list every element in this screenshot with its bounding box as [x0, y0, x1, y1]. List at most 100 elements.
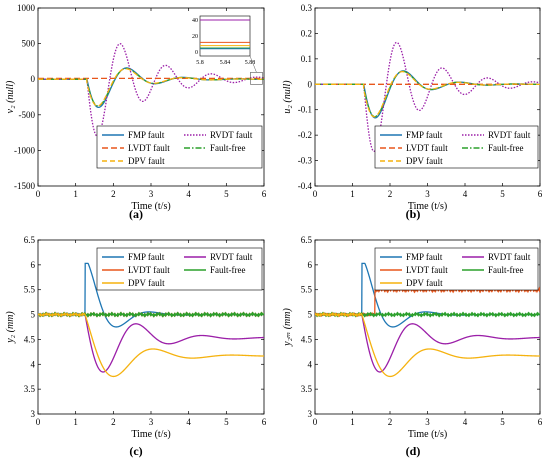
y-tick-label: 5.5	[24, 285, 36, 295]
legend-label: Fault-free	[488, 265, 523, 275]
x-axis-label: Time (t/s)	[131, 201, 170, 212]
legend-label: FMP fault	[128, 130, 165, 140]
legend-label: LVDT fault	[406, 265, 448, 275]
panel-c: 0 1 2 3 4 5 6 3 3.5 4 4.5 5 5.5 6 6.5 Time (t/s) y₂ (mm)…	[5, 235, 267, 458]
y-tick-label: 5.5	[301, 285, 313, 295]
panel-b: 0 1 2 3 4 5 6 -0.4 -0.3 -0.2 -0.1 0 0.1 0.2 0.3 Time (t…	[282, 3, 543, 221]
x-axis-label: Time (t/s)	[408, 429, 447, 440]
inset-x-tick-label: 5.84	[220, 60, 231, 66]
x-tick-label: 0	[313, 189, 318, 199]
legend-label: DPV fault	[128, 156, 165, 166]
x-tick-label: 6	[538, 189, 543, 199]
y-tick-label: 0	[308, 79, 313, 89]
series-line-lvdt-fault	[315, 285, 540, 317]
legend-box	[96, 125, 263, 169]
x-tick-label: 5	[224, 417, 229, 427]
legend-label: Fault-free	[210, 265, 245, 275]
y-tick-label: -0.3	[298, 156, 313, 166]
y-tick-label: -1500	[14, 181, 35, 191]
legend-label: FMP fault	[128, 252, 165, 262]
series-group	[315, 41, 540, 152]
inset-y-tick-label: 20	[192, 34, 198, 40]
series-line-dpv-fault	[38, 312, 264, 378]
x-tick-label: 3	[425, 417, 430, 427]
panel-caption: (a)	[129, 207, 143, 221]
inset-x-tick-label: 5.8	[196, 60, 204, 66]
legend-label: LVDT fault	[406, 143, 448, 153]
x-tick-label: 2	[111, 189, 116, 199]
series-group	[38, 262, 264, 378]
y-tick-label: -0.2	[298, 130, 312, 140]
series-line-fmp-fault	[315, 70, 540, 119]
y-tick-label: -500	[19, 110, 36, 120]
y-tick-label: -0.1	[298, 105, 312, 115]
inset-x-tick-label: 5.88	[245, 60, 256, 66]
x-tick-label: 3	[149, 417, 154, 427]
y-tick-label: 0.1	[301, 54, 312, 64]
legend-label: RVDT fault	[210, 130, 253, 140]
x-tick-label: 6	[538, 417, 543, 427]
series-line-rvdt-fault	[315, 312, 540, 373]
y-tick-label: 4.5	[301, 334, 313, 344]
series-group	[38, 43, 264, 137]
legend-label: RVDT fault	[488, 130, 531, 140]
panel-a: 0 1 2 3 4 5 6 -1500 -1000 -500 0 500 1000 Time (t/s) v…	[5, 3, 267, 221]
series-line-rvdt-fault	[38, 312, 264, 373]
legend-label: LVDT fault	[128, 265, 170, 275]
x-tick-label: 1	[73, 189, 78, 199]
legend-label: LVDT fault	[128, 143, 170, 153]
legend: FMP fault RVDT fault LVDT fault Fault-free D…	[374, 125, 539, 169]
legend-label: Fault-free	[488, 143, 523, 153]
x-tick-label: 4	[463, 189, 468, 199]
inset-y-tick-label: 0	[195, 50, 198, 56]
legend-label: RVDT fault	[210, 252, 253, 262]
y-tick-label: 6.5	[301, 235, 313, 245]
series-group	[315, 262, 540, 378]
y-tick-label: 500	[22, 39, 36, 49]
y-tick-label: 6	[308, 260, 313, 270]
series-line-fault-free	[315, 70, 540, 118]
y-tick-label: 4	[31, 359, 36, 369]
legend-box	[374, 125, 539, 169]
y-tick-label: 5	[308, 310, 313, 320]
y-axis-label: v₂ (null)	[5, 80, 16, 113]
legend-label: RVDT fault	[488, 252, 531, 262]
series-line-dpv-fault	[315, 70, 540, 118]
legend-label: FMP fault	[406, 130, 443, 140]
y-tick-label: 3.5	[301, 384, 313, 394]
x-tick-label: 6	[262, 417, 267, 427]
legend-label: Fault-free	[210, 143, 245, 153]
series-line-rvdt-fault	[38, 43, 264, 137]
x-tick-label: 5	[224, 189, 229, 199]
legend-box	[96, 247, 263, 291]
y-axis-label: u₂ (null)	[282, 80, 293, 114]
x-tick-label: 0	[36, 189, 41, 199]
x-tick-label: 4	[186, 189, 191, 199]
legend: FMP fault RVDT fault LVDT fault Fault-free D…	[96, 125, 263, 169]
inset-plot: 5.8 5.84 5.88 0 20 40	[192, 15, 263, 85]
x-axis-label: Time (t/s)	[131, 429, 170, 440]
x-tick-label: 6	[262, 189, 267, 199]
x-tick-label: 1	[350, 189, 355, 199]
x-tick-label: 2	[111, 417, 116, 427]
x-tick-label: 5	[500, 417, 505, 427]
series-line-dpv-fault	[38, 68, 264, 107]
x-tick-label: 3	[149, 189, 154, 199]
y-tick-label: 4	[308, 359, 313, 369]
y-tick-label: -1000	[14, 145, 35, 155]
x-tick-label: 5	[500, 189, 505, 199]
y-tick-label: 4.5	[24, 334, 36, 344]
panel-caption: (d)	[406, 444, 421, 458]
series-line-fault-free	[38, 67, 264, 107]
x-tick-label: 4	[463, 417, 468, 427]
y-tick-label: 6.5	[24, 235, 36, 245]
y-tick-label: 5	[31, 310, 36, 320]
legend-label: DPV fault	[406, 278, 443, 288]
x-tick-label: 0	[313, 417, 318, 427]
y-tick-label: -0.4	[298, 181, 313, 191]
panel-caption: (c)	[129, 444, 142, 458]
legend-box	[374, 247, 539, 291]
x-axis-label: Time (t/s)	[408, 201, 447, 212]
y-tick-label: 0	[31, 74, 36, 84]
